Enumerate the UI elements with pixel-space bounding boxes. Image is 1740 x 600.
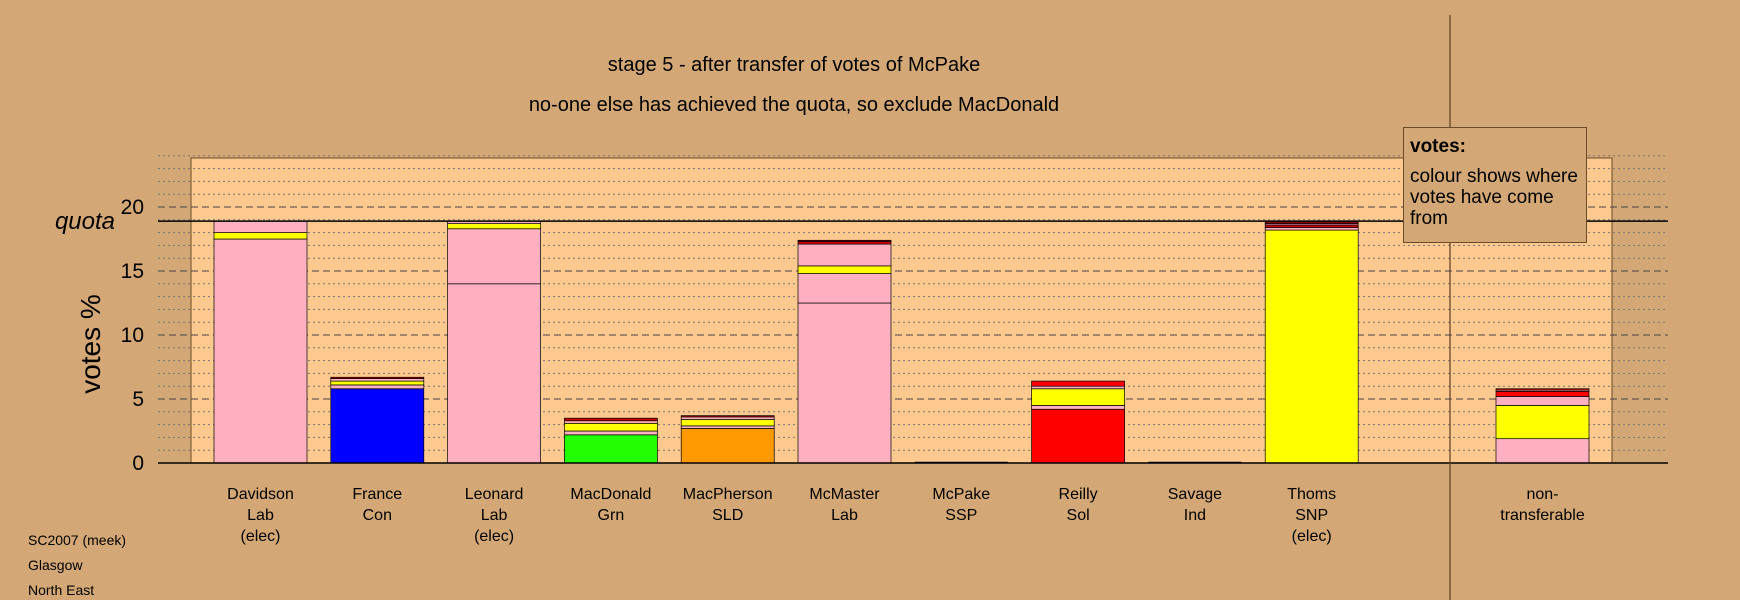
- footer-council: Glasgow: [28, 557, 83, 573]
- footer-election: SC2007 (meek): [28, 532, 127, 548]
- candidate-label: Reilly Sol: [1023, 484, 1133, 526]
- bar-segment: [330, 388, 425, 464]
- bar-segment: [797, 265, 892, 274]
- bar-segment: [1031, 408, 1125, 464]
- y-tick-label: 0: [132, 452, 144, 475]
- chart-subtitle: no-one else has achieved the quota, so e…: [528, 94, 1060, 116]
- candidate-label-line: McPake: [932, 486, 991, 503]
- candidate-label-line: Sol: [1066, 507, 1090, 524]
- bar-segment: [213, 232, 308, 240]
- y-axis-label: votes %: [75, 294, 106, 394]
- candidate-label: Savage Ind: [1140, 484, 1250, 526]
- bar-segment: [1031, 388, 1125, 406]
- bar-segment: [1031, 405, 1125, 410]
- bar-segment: [564, 420, 658, 424]
- candidate-label: MacPherson SLD: [673, 484, 783, 526]
- bar-segment: [564, 417, 658, 422]
- candidate-label-line: McMaster: [809, 486, 880, 503]
- y-tick-label: 20: [121, 196, 144, 219]
- bar-segment: [330, 384, 425, 390]
- y-tick-label: 5: [132, 388, 144, 411]
- legend-title: votes:: [1410, 136, 1466, 157]
- quota-label: quota: [55, 208, 115, 235]
- candidate-label: non-transferable: [1488, 484, 1598, 526]
- bar-segment: [1031, 380, 1125, 387]
- candidate-label: Leonard Lab (elec): [439, 484, 549, 547]
- bar-segment: [1031, 385, 1125, 390]
- candidate-label-line: France: [352, 486, 403, 503]
- candidate-label: McMaster Lab: [790, 484, 900, 526]
- candidate-label-line: MacPherson: [682, 486, 773, 503]
- candidate-label-line: (elec): [1291, 528, 1332, 545]
- candidate-label-line: Lab: [480, 507, 508, 524]
- candidate-label-line: Savage: [1167, 486, 1223, 503]
- candidate-label-line: MacDonald: [570, 486, 652, 503]
- candidate-label-line: Thoms: [1287, 486, 1337, 503]
- bar-segment: [680, 415, 775, 418]
- bar-segment: [1495, 405, 1590, 440]
- candidate-label-line: Reilly: [1058, 486, 1098, 503]
- candidate-label-line: Grn: [597, 507, 625, 524]
- candidate-label-line: SSP: [945, 507, 978, 524]
- bar-segment: [1495, 396, 1590, 406]
- candidate-label-line: transferable: [1500, 507, 1585, 524]
- legend-box: votes: colour shows where votes have com…: [1403, 127, 1587, 243]
- bar-segment: [213, 220, 308, 233]
- candidate-label-line: non-: [1526, 486, 1559, 503]
- bar-segment: [1495, 438, 1590, 464]
- candidate-label-line: (elec): [240, 528, 281, 545]
- bar-segment: [797, 243, 892, 267]
- bar-segment: [680, 419, 775, 427]
- bar-segment: [330, 380, 425, 386]
- bar-segment: [797, 239, 892, 242]
- bar-segment: [447, 283, 541, 464]
- bar-segment: [1264, 229, 1359, 464]
- y-tick-label: 10: [121, 324, 144, 347]
- candidate-label-line: SNP: [1295, 507, 1329, 524]
- bar-segment: [330, 376, 425, 379]
- bar-segment: [447, 228, 541, 285]
- candidate-label-line: SLD: [712, 507, 744, 524]
- footer-ward: North East: [28, 582, 95, 598]
- bar-segment: [680, 425, 775, 429]
- bar-segment: [564, 430, 658, 436]
- candidate-label-line: Con: [362, 507, 392, 524]
- candidate-label-line: Lab: [247, 507, 274, 524]
- bar-segment: [797, 302, 892, 464]
- bar-segment: [1264, 227, 1359, 231]
- legend-text: colour shows where votes have come from: [1410, 166, 1578, 229]
- bar-segment: [680, 416, 775, 420]
- bar-segment: [1495, 388, 1590, 391]
- plot-area: [190, 157, 1613, 464]
- bar-segment: [1264, 224, 1359, 228]
- bar-segment: [797, 241, 892, 245]
- candidate-label-line: Lab: [831, 507, 858, 524]
- bar-segment: [797, 273, 892, 304]
- bar-segment: [680, 428, 775, 464]
- candidate-label-line: Davidson: [227, 486, 294, 503]
- y-tick-label: 15: [121, 260, 144, 283]
- bar-segment: [1495, 390, 1590, 397]
- candidate-label: France Con: [322, 484, 432, 526]
- candidate-label: Davidson Lab (elec): [206, 484, 316, 547]
- bar-segment: [213, 238, 308, 464]
- candidate-label-line: (elec): [474, 528, 515, 545]
- bar-segment: [447, 223, 541, 230]
- candidate-label-line: Leonard: [464, 486, 524, 503]
- bar-segment: [564, 422, 658, 432]
- candidate-label-line: Ind: [1183, 507, 1207, 524]
- candidate-label: Thoms SNP (elec): [1257, 484, 1367, 547]
- candidate-label: MacDonald Grn: [556, 484, 666, 526]
- bar-segment: [564, 434, 658, 464]
- bar-segment: [330, 378, 425, 382]
- chart-title: stage 5 - after transfer of votes of McP…: [607, 54, 981, 76]
- candidate-label: McPake SSP: [906, 484, 1016, 526]
